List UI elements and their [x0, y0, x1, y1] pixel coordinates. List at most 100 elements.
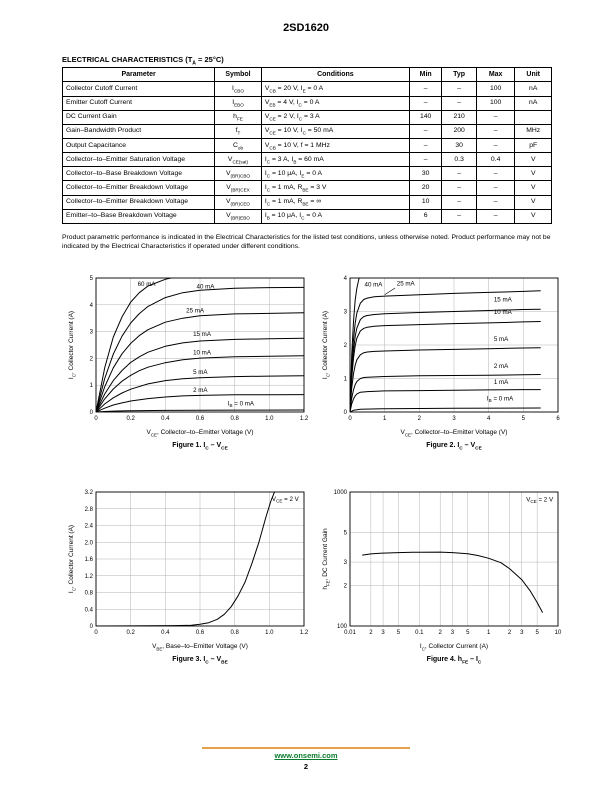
table-cell: – — [441, 208, 477, 224]
table-cell: – — [441, 95, 477, 111]
column-header: Conditions — [260, 66, 410, 83]
svg-text:0.8: 0.8 — [85, 591, 94, 597]
series-group — [96, 492, 275, 626]
series-ib-40-ma — [350, 278, 360, 412]
table-cell: VCB = 20 V, IE = 0 A — [260, 81, 410, 97]
figure-1-caption: Figure 1. IC – VCE — [172, 442, 228, 452]
annotations: VCE = 2 V — [526, 496, 554, 504]
svg-text:25 mA: 25 mA — [397, 280, 416, 287]
svg-text:0.8: 0.8 — [230, 630, 239, 636]
svg-text:5: 5 — [90, 276, 94, 282]
annotations: 60 mA 40 mA 25 mA 15 mA 10 mA 5 mA 2 mA IB = 0 … — [138, 281, 255, 408]
table-cell: V — [514, 194, 552, 210]
svg-text:3: 3 — [452, 416, 456, 422]
onsemi-link[interactable]: www.onsemi.com — [274, 751, 338, 760]
series-ib-15-ma — [350, 308, 541, 412]
figure-4-plot: 0.01 2 3 5 0.1 2 3 5 1 2 3 5 10 100 2 3 5 1000 VCE = 2 V — [334, 490, 562, 636]
table-cell: VCE = 10 V, IC = 50 mA — [260, 123, 410, 140]
svg-text:4: 4 — [487, 416, 491, 422]
svg-text:0.4: 0.4 — [161, 630, 170, 636]
table-cell: hFE — [214, 109, 262, 125]
table-cell: V — [514, 152, 552, 168]
svg-text:6: 6 — [556, 416, 560, 422]
table-row: Gain–Bandwidth Product fT VCE = 10 V, IC =… — [61, 123, 552, 140]
section-title: ELECTRICAL CHARACTERISTICS (TA = 25°C) — [62, 55, 224, 67]
table-cell: 100 — [475, 95, 516, 111]
table-cell: VCE = 2 V, IC = 3 A — [260, 109, 410, 125]
figure-4: hFE, DC Current Gain 0.01 2 3 5 0.1 2 3 5 1 2 3 5 10… — [316, 484, 570, 665]
svg-text:2: 2 — [344, 343, 348, 349]
svg-text:15 mA: 15 mA — [494, 296, 513, 303]
svg-text:VCE = 2 V: VCE = 2 V — [272, 496, 300, 504]
table-row: Output Capacitance Cob VCB = 10 V, f = 1 M… — [61, 138, 552, 154]
series-ib-10-ma — [350, 321, 541, 412]
svg-text:2: 2 — [418, 416, 422, 422]
svg-text:0: 0 — [94, 416, 98, 422]
figure-2: IC, Collector Current (A) 0 1 2 3 4 5 6 0 1 2 3 4 40… — [316, 270, 570, 451]
figure-3: IC, Collector Current (A) 0 0.2 0.4 0.6 0.8 1… — [62, 484, 316, 666]
part-number: 2SD1620 — [283, 22, 329, 34]
table-cell: nA — [514, 81, 552, 97]
svg-text:40 mA: 40 mA — [365, 281, 384, 288]
series-ib-60-ma — [96, 278, 174, 412]
figure-1-y-axis-label: IC, Collector Current (A) — [68, 310, 77, 380]
table-cell: 210 — [441, 109, 477, 125]
column-header: Max — [475, 66, 516, 83]
svg-text:2: 2 — [439, 630, 443, 636]
table-cell: Emitter Cutoff Current — [61, 95, 216, 111]
table-cell: – — [475, 138, 516, 154]
svg-text:1.6: 1.6 — [85, 557, 94, 563]
series-ib-40-ma — [96, 286, 304, 412]
table-header-row: Parameter Symbol Conditions Min Typ Max … — [61, 66, 552, 83]
svg-text:3: 3 — [381, 630, 385, 636]
table-cell: 30 — [408, 166, 443, 182]
svg-text:0.8: 0.8 — [230, 416, 239, 422]
svg-text:2.4: 2.4 — [85, 524, 94, 530]
svg-text:2: 2 — [508, 630, 512, 636]
series-group — [362, 551, 544, 613]
tick-labels: 0 0.2 0.4 0.6 0.8 1.0 1.2 0 0.4 0.8 1.2 1.6 2.0 2.4 2.… — [85, 490, 309, 636]
svg-text:0.4: 0.4 — [161, 416, 170, 422]
gridlines — [349, 491, 559, 627]
electrical-characteristics-table: Parameter Symbol Conditions Min Typ Max … — [61, 66, 552, 224]
table-row: Collector–to–Emitter Saturation Voltage V… — [61, 152, 552, 168]
svg-text:1: 1 — [383, 416, 387, 422]
table-cell: Gain–Bandwidth Product — [61, 123, 216, 140]
table-cell: V(BR)CEX — [214, 180, 262, 196]
table-cell: – — [475, 208, 516, 224]
table-cell: – — [475, 109, 516, 125]
figure-2-y-axis-label: IC, Collector Current (A) — [322, 310, 331, 380]
table-cell: 0.4 — [475, 152, 516, 168]
figure-3-plot: 0 0.2 0.4 0.6 0.8 1.0 1.2 0 0.4 0.8 1.2 1.6 2.0 2.4 2.… — [85, 490, 309, 636]
figure-1-x-axis-label: VCE, Collector–to–Emitter Voltage (V) — [146, 429, 254, 438]
figure-3-caption: Figure 3. IC – VBE — [172, 656, 228, 666]
figure-3-x-axis-label: VBE, Base–to–Emitter Voltage (V) — [152, 643, 248, 652]
svg-text:2: 2 — [344, 584, 348, 590]
svg-text:3: 3 — [344, 560, 348, 566]
annotations: 40 mA 25 mA 15 mA 10 mA 5 mA 2 mA 1 mA IB = 0 m… — [365, 280, 515, 403]
plot-border — [349, 277, 559, 413]
table-cell: – — [408, 81, 443, 97]
svg-text:4: 4 — [90, 303, 94, 309]
series-ib-15-ma — [96, 337, 304, 412]
series-ib-1-ma — [350, 389, 541, 412]
table-row: Collector Cutoff Current ICBO VCB = 20 V, … — [61, 81, 552, 97]
table-cell: – — [441, 194, 477, 210]
svg-text:5 mA: 5 mA — [494, 336, 509, 343]
table-cell: VCB = 10 V, f = 1 MHz — [260, 138, 410, 154]
table-cell: MHz — [514, 123, 552, 140]
series-hfe — [362, 551, 544, 613]
tick-labels: 0.01 2 3 5 0.1 2 3 5 1 2 3 5 10 100 2 3 5 1000 — [334, 490, 562, 636]
svg-text:3: 3 — [520, 630, 524, 636]
table-cell: Cob — [214, 138, 262, 154]
table-cell: V — [514, 166, 552, 182]
table-cell: – — [475, 194, 516, 210]
svg-text:VCE = 2 V: VCE = 2 V — [526, 496, 554, 504]
svg-text:1 mA: 1 mA — [494, 379, 509, 386]
table-cell: – — [475, 166, 516, 182]
table-cell: 20 — [408, 180, 443, 196]
table-row: Collector–to–Emitter Breakdown Voltage V(… — [61, 180, 552, 196]
gridlines — [95, 491, 305, 627]
svg-text:60 mA: 60 mA — [138, 281, 157, 288]
